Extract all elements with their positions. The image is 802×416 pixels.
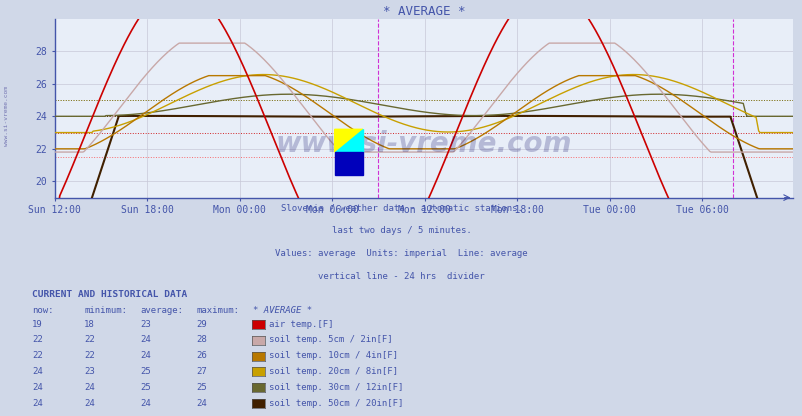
Text: 29: 29	[196, 319, 207, 329]
Text: 24: 24	[32, 399, 43, 408]
Text: vertical line - 24 hrs  divider: vertical line - 24 hrs divider	[318, 272, 484, 281]
Text: 27: 27	[196, 367, 207, 376]
Text: air temp.[F]: air temp.[F]	[269, 319, 333, 329]
Text: 25: 25	[140, 367, 151, 376]
Text: 22: 22	[84, 351, 95, 360]
Text: soil temp. 30cm / 12in[F]: soil temp. 30cm / 12in[F]	[269, 383, 403, 392]
Polygon shape	[334, 129, 363, 152]
Text: 24: 24	[140, 399, 151, 408]
Text: 22: 22	[32, 351, 43, 360]
Text: 22: 22	[32, 335, 43, 344]
Text: 28: 28	[196, 335, 207, 344]
Text: 23: 23	[140, 319, 151, 329]
Text: soil temp. 20cm / 8in[F]: soil temp. 20cm / 8in[F]	[269, 367, 398, 376]
Text: 25: 25	[140, 383, 151, 392]
Text: maximum:: maximum:	[196, 306, 240, 315]
Text: 19: 19	[32, 319, 43, 329]
Text: average:: average:	[140, 306, 184, 315]
Polygon shape	[334, 129, 363, 152]
Bar	[334, 152, 363, 175]
Text: Values: average  Units: imperial  Line: average: Values: average Units: imperial Line: av…	[275, 249, 527, 258]
Text: 23: 23	[84, 367, 95, 376]
Title: * AVERAGE *: * AVERAGE *	[383, 5, 464, 17]
Text: www.si-vreme.com: www.si-vreme.com	[275, 130, 572, 158]
Text: 26: 26	[196, 351, 207, 360]
Text: 22: 22	[84, 335, 95, 344]
Text: last two days / 5 minutes.: last two days / 5 minutes.	[331, 226, 471, 235]
Text: 24: 24	[84, 399, 95, 408]
Text: 24: 24	[32, 367, 43, 376]
Text: now:: now:	[32, 306, 54, 315]
Text: 24: 24	[196, 399, 207, 408]
Text: 24: 24	[140, 351, 151, 360]
Text: 24: 24	[140, 335, 151, 344]
Text: minimum:: minimum:	[84, 306, 128, 315]
Text: 24: 24	[84, 383, 95, 392]
Text: soil temp. 50cm / 20in[F]: soil temp. 50cm / 20in[F]	[269, 399, 403, 408]
Text: CURRENT AND HISTORICAL DATA: CURRENT AND HISTORICAL DATA	[32, 290, 187, 300]
Text: soil temp. 10cm / 4in[F]: soil temp. 10cm / 4in[F]	[269, 351, 398, 360]
Text: 24: 24	[32, 383, 43, 392]
Text: 18: 18	[84, 319, 95, 329]
Text: Slovenia / weather data - automatic stations.: Slovenia / weather data - automatic stat…	[280, 203, 522, 212]
Text: * AVERAGE *: * AVERAGE *	[253, 306, 312, 315]
Text: 25: 25	[196, 383, 207, 392]
Text: soil temp. 5cm / 2in[F]: soil temp. 5cm / 2in[F]	[269, 335, 392, 344]
Text: www.si-vreme.com: www.si-vreme.com	[4, 87, 9, 146]
